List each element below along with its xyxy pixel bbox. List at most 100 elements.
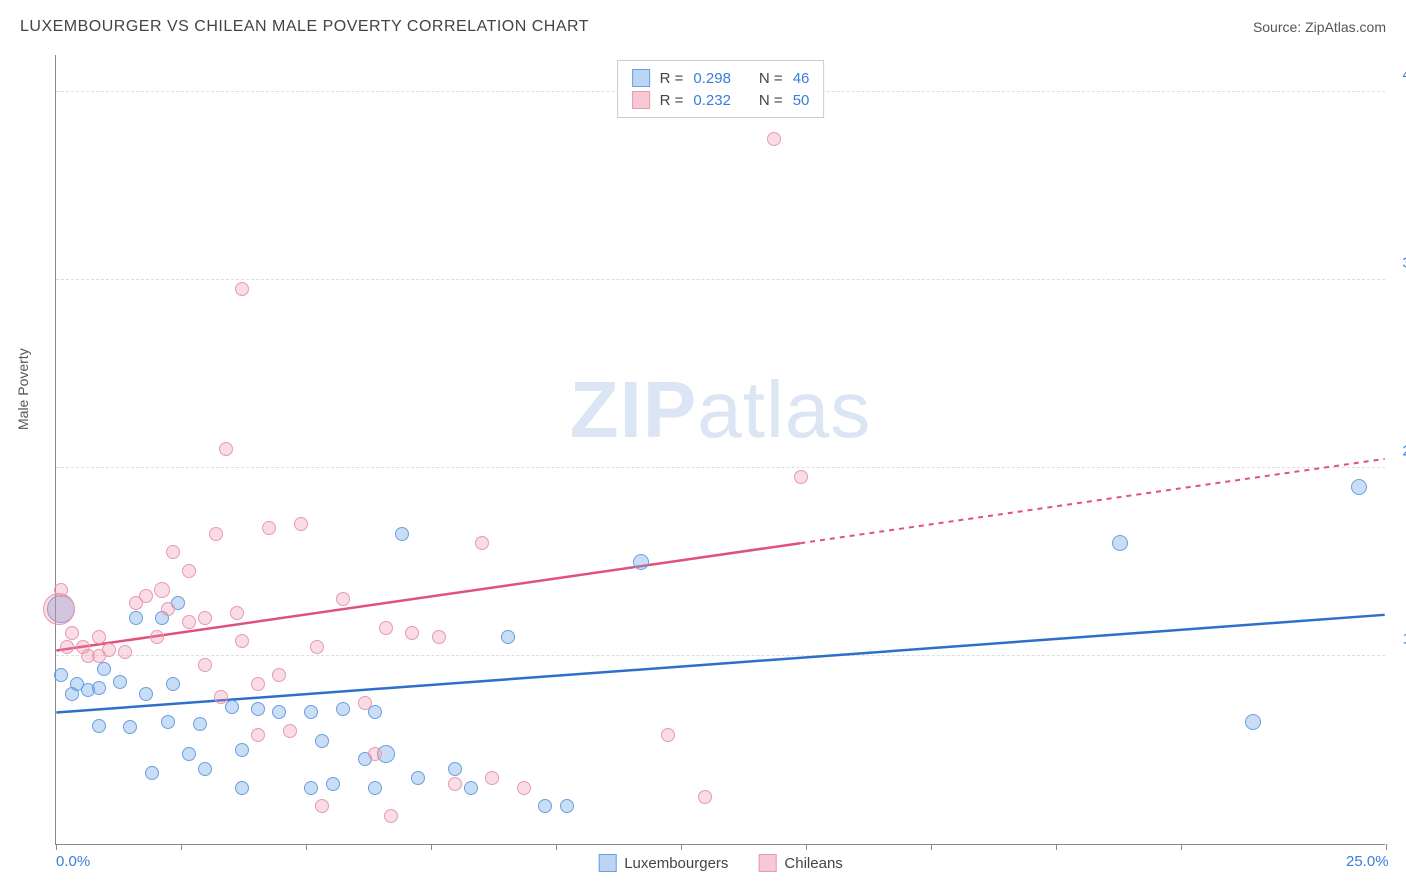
legend-series-item: Luxembourgers [598, 854, 728, 872]
data-point [235, 282, 249, 296]
data-point [411, 771, 425, 785]
legend-correlation-row: R = 0.298 N = 46 [632, 67, 810, 89]
x-tick [681, 844, 682, 850]
data-point [326, 777, 340, 791]
data-point [92, 719, 106, 733]
data-point [65, 626, 79, 640]
data-point [501, 630, 515, 644]
legend-n-label: N = [759, 70, 783, 87]
x-tick [1056, 844, 1057, 850]
data-point [123, 720, 137, 734]
x-tick [1181, 844, 1182, 850]
data-point [432, 630, 446, 644]
data-point [198, 658, 212, 672]
data-point [464, 781, 478, 795]
data-point [698, 790, 712, 804]
data-point [154, 582, 170, 598]
x-tick-label: 25.0% [1346, 853, 1389, 870]
data-point [43, 593, 75, 625]
y-axis-label: Male Poverty [15, 348, 31, 430]
legend-n-label: N = [759, 92, 783, 109]
data-point [182, 615, 196, 629]
data-point [113, 675, 127, 689]
data-point [384, 809, 398, 823]
data-point [102, 643, 116, 657]
gridline [56, 655, 1385, 656]
data-point [633, 554, 649, 570]
data-point [235, 634, 249, 648]
legend-swatch [758, 854, 776, 872]
y-tick-label: 30.0% [1402, 254, 1406, 271]
data-point [161, 602, 175, 616]
data-point [485, 771, 499, 785]
data-point [145, 766, 159, 780]
data-point [198, 762, 212, 776]
x-tick [56, 844, 57, 850]
data-point [198, 611, 212, 625]
data-point [517, 781, 531, 795]
data-point [54, 668, 68, 682]
data-point [166, 545, 180, 559]
data-point [214, 690, 228, 704]
x-tick-label: 0.0% [56, 853, 90, 870]
data-point [379, 621, 393, 635]
y-tick-label: 10.0% [1402, 630, 1406, 647]
watermark: ZIPatlas [570, 364, 871, 456]
legend-r-value: 0.298 [693, 70, 731, 87]
data-point [251, 677, 265, 691]
data-point [230, 606, 244, 620]
data-point [92, 681, 106, 695]
data-point [118, 645, 132, 659]
data-point [448, 777, 462, 791]
legend-swatch [632, 91, 650, 109]
legend-correlation-row: R = 0.232 N = 50 [632, 89, 810, 111]
legend-r-label: R = [660, 92, 684, 109]
data-point [310, 640, 324, 654]
data-point [368, 781, 382, 795]
data-point [262, 521, 276, 535]
chart-plot-area: ZIPatlas R = 0.298 N = 46 R = 0.232 N = … [55, 55, 1385, 845]
data-point [304, 705, 318, 719]
data-point [129, 611, 143, 625]
data-point [294, 517, 308, 531]
data-point [272, 705, 286, 719]
x-tick [556, 844, 557, 850]
legend-r-value: 0.232 [693, 92, 731, 109]
data-point [182, 564, 196, 578]
data-point [315, 799, 329, 813]
data-point [283, 724, 297, 738]
y-tick-label: 20.0% [1402, 442, 1406, 459]
source-label: Source: ZipAtlas.com [1253, 19, 1386, 35]
legend-series-name: Chileans [784, 855, 842, 872]
legend-n-value: 46 [793, 70, 810, 87]
x-tick [181, 844, 182, 850]
data-point [251, 702, 265, 716]
gridline [56, 467, 1385, 468]
data-point [1351, 479, 1367, 495]
y-tick-label: 40.0% [1402, 66, 1406, 83]
data-point [368, 705, 382, 719]
data-point [475, 536, 489, 550]
data-point [1245, 714, 1261, 730]
data-point [182, 747, 196, 761]
data-point [139, 589, 153, 603]
data-point [166, 677, 180, 691]
legend-correlation: R = 0.298 N = 46 R = 0.232 N = 50 [617, 60, 825, 118]
data-point [405, 626, 419, 640]
legend-r-label: R = [660, 70, 684, 87]
data-point [538, 799, 552, 813]
data-point [1112, 535, 1128, 551]
data-point [358, 696, 372, 710]
data-point [251, 728, 265, 742]
x-tick [431, 844, 432, 850]
data-point [209, 527, 223, 541]
data-point [368, 747, 382, 761]
data-point [395, 527, 409, 541]
legend-swatch [632, 69, 650, 87]
chart-header: LUXEMBOURGER VS CHILEAN MALE POVERTY COR… [20, 18, 1386, 36]
x-tick [306, 844, 307, 850]
data-point [767, 132, 781, 146]
data-point [139, 687, 153, 701]
data-point [235, 743, 249, 757]
data-point [315, 734, 329, 748]
